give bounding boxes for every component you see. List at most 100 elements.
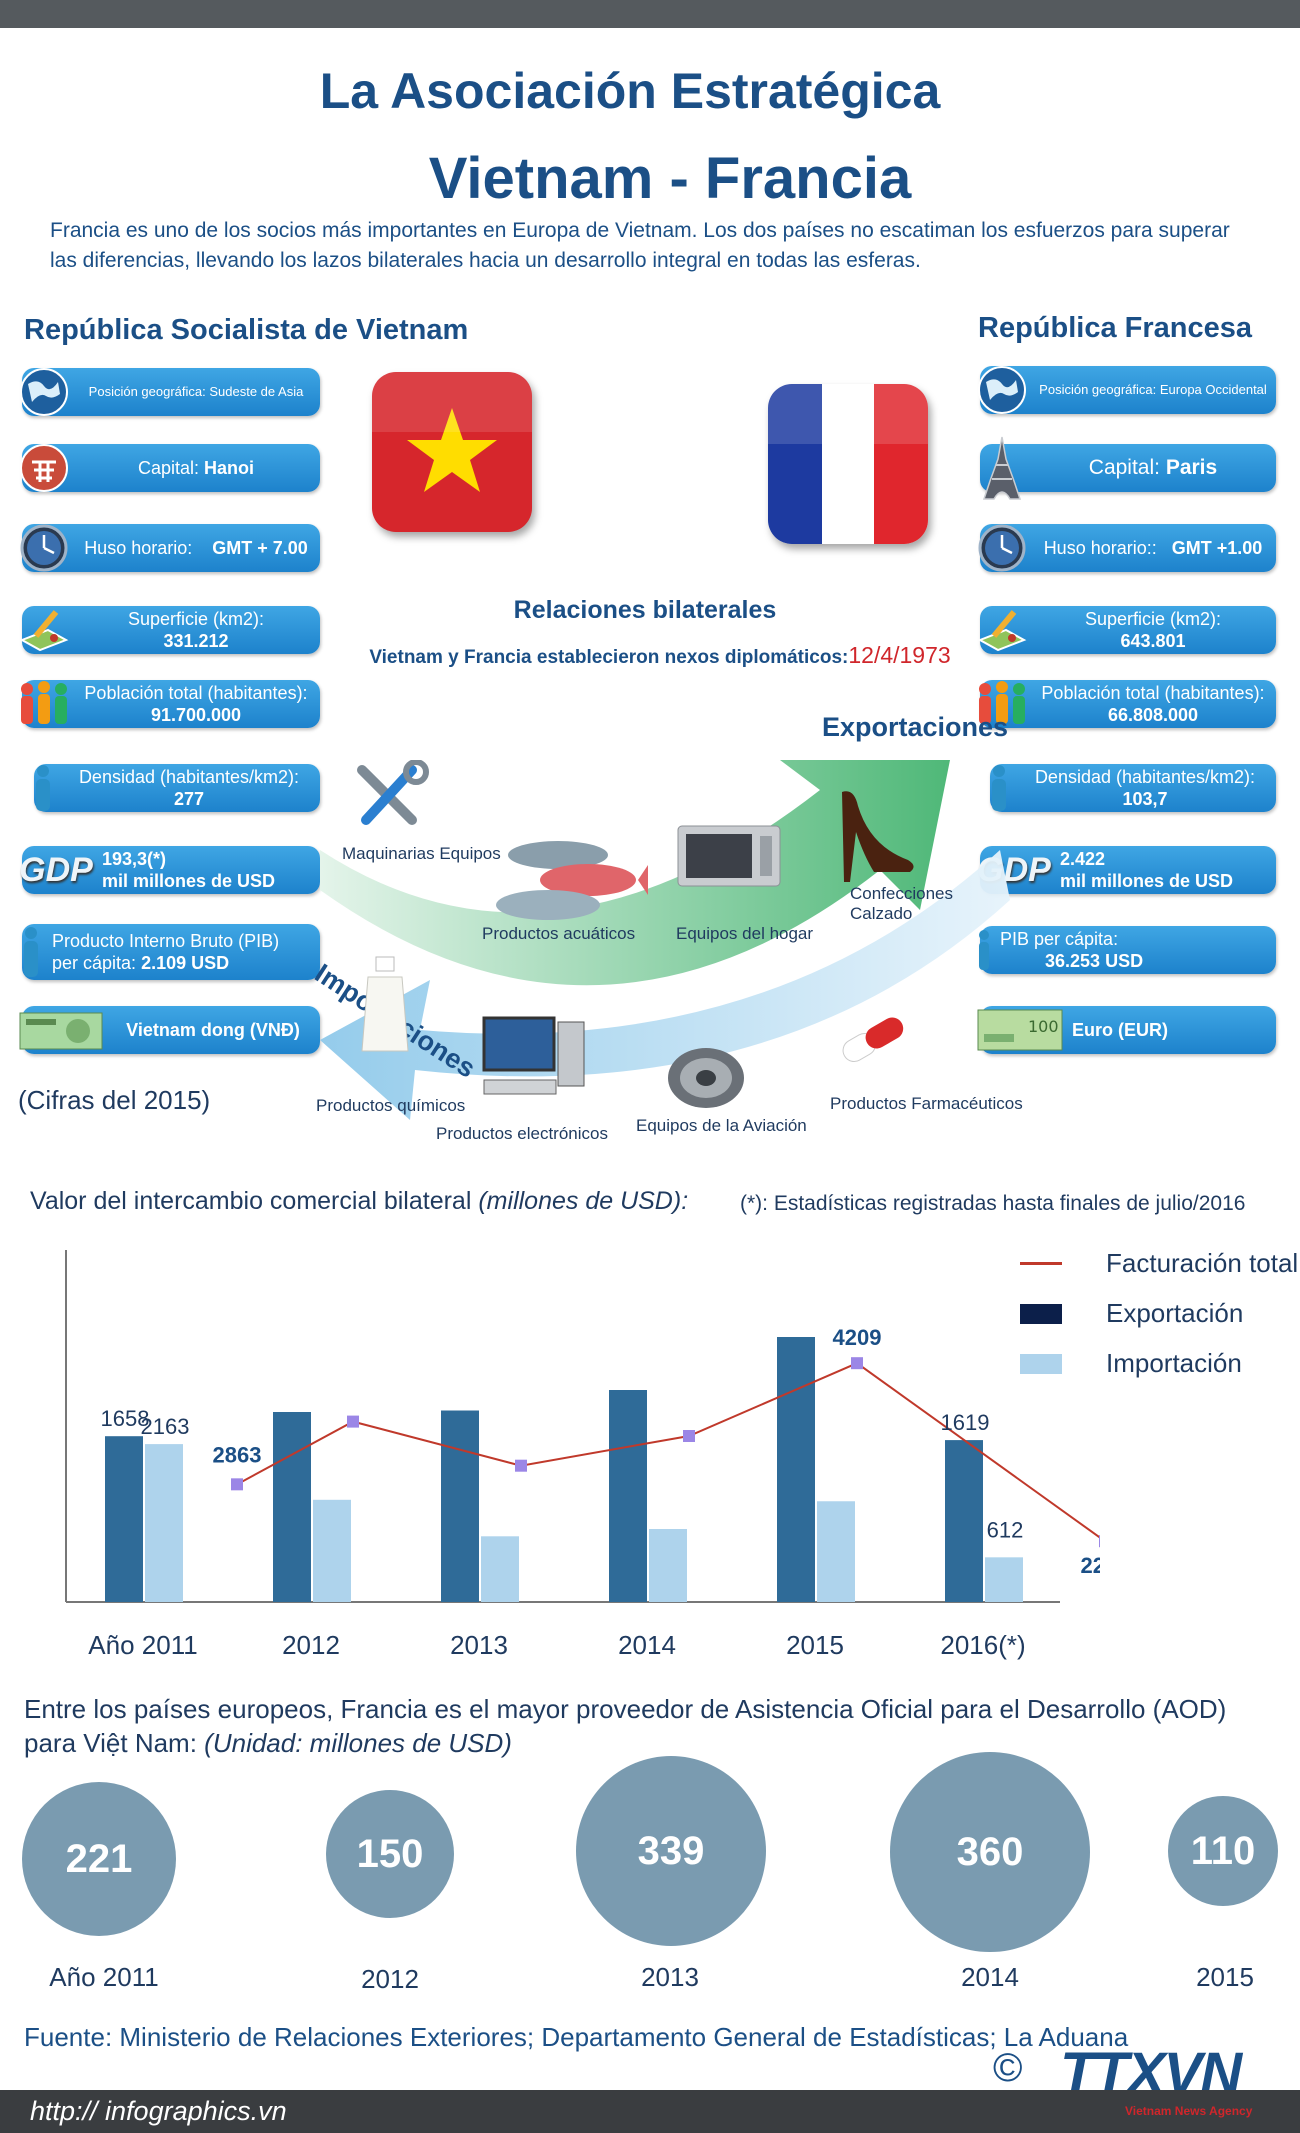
x-tick-label: 2013	[450, 1630, 508, 1660]
import-item-electronics: Productos electrónicos	[436, 1124, 608, 1143]
vietnam-flag	[372, 372, 532, 532]
person-icon	[984, 760, 1014, 816]
shoe-icon	[842, 791, 914, 882]
figures-note: (Cifras del 2015)	[18, 1085, 211, 1115]
top-bar	[0, 0, 1300, 28]
legend-import-swatch	[1020, 1353, 1062, 1374]
x-tick-label: 2012	[282, 1630, 340, 1660]
aod-circle-2014: 360	[890, 1752, 1090, 1952]
aod-year-2011: Año 2011	[49, 1962, 159, 1992]
aod-circle-2011: 221	[22, 1782, 176, 1936]
export-item-machinery: Maquinarias Equipos	[342, 844, 501, 863]
fr-position-pill: Posición geográfica: Europa Occidental	[978, 366, 1276, 414]
vn-population-pill: Población total (habitantes): 91.700.000	[21, 680, 320, 728]
ttxvn-logo-subtitle: Vietnam News Agency	[1125, 2104, 1253, 2118]
x-tick-label: Año 2011	[88, 1630, 197, 1660]
vn-currency-pill: Vietnam dong (VNĐ)	[19, 1006, 320, 1054]
jet-engine-icon	[668, 1048, 744, 1108]
vn-timezone-pill: Huso horario: GMT + 7.00	[20, 524, 320, 572]
total-point	[1099, 1535, 1100, 1548]
total-point	[347, 1415, 359, 1428]
vn-pib-pill: Producto Interno Bruto (PIB) per cápita: …	[22, 924, 320, 980]
import-bar	[313, 1499, 351, 1602]
total-value-label: 4209	[833, 1325, 882, 1350]
export-bar	[441, 1410, 479, 1602]
france-flag	[768, 384, 928, 544]
page-title: La Asociación Estratégica	[319, 63, 941, 119]
import-value-label: 612	[987, 1517, 1024, 1542]
fr-capital-pill: Capital: Paris	[980, 436, 1276, 500]
legend-total-swatch	[1020, 1262, 1062, 1265]
aod-circle-2013: 339	[576, 1756, 766, 1946]
footer-bar	[0, 2090, 1300, 2133]
aod-title: Entre los países europeos, Francia es el…	[24, 1694, 1227, 1758]
chart-note: (*): Estadísticas registradas hasta fina…	[740, 1192, 1246, 1215]
vn-position-pill: Posición geográfica: Sudeste de Asia	[20, 368, 320, 416]
vn-capital-pill: Capital: Hanoi	[20, 444, 320, 492]
export-bar	[945, 1440, 983, 1602]
export-bar	[777, 1337, 815, 1602]
total-point	[851, 1357, 863, 1370]
x-tick-label: 2014	[618, 1630, 676, 1660]
people-icon	[974, 676, 1030, 732]
copyright-symbol: ©	[993, 2046, 1023, 2090]
fish-icon	[496, 841, 648, 920]
svg-text:100: 100	[1028, 1017, 1059, 1036]
vietnam-title: República Socialista de Vietnam	[24, 314, 469, 346]
map-ruler-icon	[16, 602, 72, 658]
fr-population-pill: Población total (habitantes): 66.808.000	[979, 680, 1276, 728]
legend-total: Facturación total	[1020, 1248, 1298, 1279]
vn-density-pill: Densidad (habitantes/km2): 277	[34, 764, 320, 812]
person-icon	[16, 924, 46, 980]
people-icon	[16, 676, 72, 732]
aod-year-2014: 2014	[961, 1962, 1019, 1992]
euro-banknote-icon: 100	[974, 1002, 1066, 1058]
vn-area-pill: Superficie (km2): 331.212	[19, 606, 320, 654]
import-bar	[481, 1536, 519, 1602]
export-item-clothing: Confecciones Calzado	[850, 884, 954, 923]
x-tick-label: 2016(*)	[940, 1630, 1025, 1660]
chemical-bottle-icon	[361, 956, 409, 1052]
total-line	[236, 1362, 1100, 1539]
export-bar	[105, 1436, 143, 1602]
eiffel-tower-icon	[974, 436, 1030, 500]
person-icon	[28, 760, 58, 816]
import-bar	[145, 1444, 183, 1602]
fr-gdp-pill: GDP 2.422 mil millones de USD	[977, 846, 1276, 894]
aod-circle-2012: 150	[326, 1790, 454, 1918]
total-point	[683, 1430, 695, 1442]
export-item-appliances: Equipos del hogar	[676, 924, 814, 943]
globe-icon	[974, 362, 1030, 418]
chart-title: Valor del intercambio comercial bilatera…	[30, 1187, 689, 1215]
person-icon	[974, 922, 994, 978]
import-value-label: 2163	[141, 1414, 190, 1439]
fr-currency-pill: 100 Euro (EUR)	[977, 1006, 1276, 1054]
fr-pib-pill: PIB per cápita: 36.253 USD	[979, 926, 1276, 974]
exports-label: Exportaciones	[822, 712, 1009, 742]
vn-gdp-pill: GDP 193,3(*) mil millones de USD	[19, 846, 320, 894]
import-bar	[985, 1557, 1023, 1602]
globe-icon	[16, 364, 72, 420]
aod-year-2015: 2015	[1196, 1962, 1254, 1992]
clock-icon	[16, 520, 72, 576]
footer-url[interactable]: http:// infographics.vn	[30, 2096, 287, 2126]
banknote-icon	[16, 1002, 106, 1058]
legend-import: Importación	[1020, 1348, 1242, 1379]
total-point	[231, 1478, 243, 1491]
pagoda-icon	[16, 440, 72, 496]
x-tick-label: 2015	[786, 1630, 844, 1660]
map-ruler-icon	[974, 602, 1030, 658]
page-subtitle: Vietnam - Francia	[428, 146, 912, 211]
total-value-label: 2231	[1081, 1553, 1100, 1578]
import-item-chemicals: Productos químicos	[316, 1096, 466, 1115]
aod-year-2013: 2013	[641, 1962, 699, 1992]
total-value-label: 2863	[213, 1442, 262, 1467]
import-bar	[817, 1501, 855, 1602]
computer-icon	[482, 1016, 585, 1095]
gdp-icon: GDP	[19, 850, 93, 889]
pill-capsule-icon	[842, 1017, 904, 1062]
microwave-icon	[677, 825, 781, 887]
import-item-pharma: Productos Farmacéuticos	[830, 1094, 1023, 1113]
export-value-label: 1658	[101, 1406, 150, 1431]
